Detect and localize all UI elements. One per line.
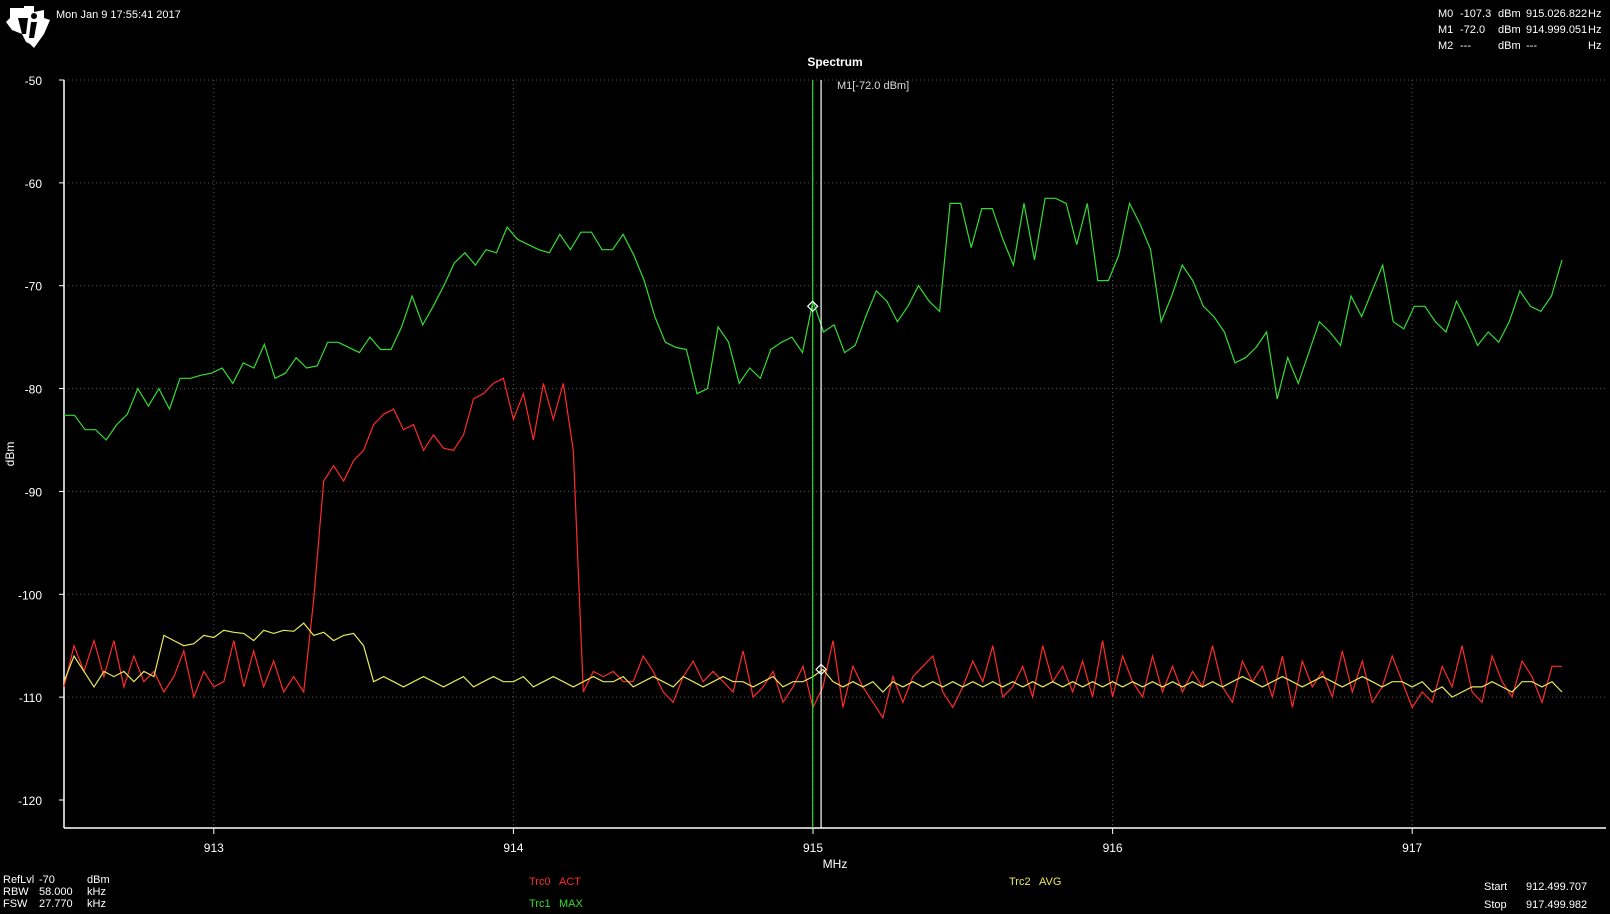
x-tick-label: 915 <box>803 841 823 855</box>
marker-frequency: 914.999.051 <box>1526 24 1588 36</box>
marker-value: -72.0 <box>1460 24 1486 36</box>
trace-name: Trc2 <box>1009 876 1031 888</box>
marker-layer <box>806 80 827 828</box>
marker-frequency: 915.026.822 <box>1526 8 1588 20</box>
setting-unit: dBm <box>87 874 110 886</box>
timestamp: Mon Jan 9 17:55:41 2017 <box>56 9 181 21</box>
marker-frequency: --- <box>1526 40 1537 52</box>
y-tick-labels: -50 -60 -70 -80 -90 -100 -110 -120 <box>18 74 64 808</box>
y-tick-label: -60 <box>25 177 43 191</box>
trace-name: Trc1 <box>529 898 551 910</box>
trace-label-trc2[interactable]: Trc2 AVG <box>1009 876 1061 888</box>
setting-unit: kHz <box>87 886 106 898</box>
x-tick-labels: 913 914 915 916 917 <box>204 828 1423 855</box>
setting-value: -70 <box>39 874 55 886</box>
trace-name: Trc0 <box>529 876 551 888</box>
sweep-start-value: 912.499.707 <box>1526 881 1588 893</box>
ti-logo <box>6 6 50 48</box>
sweep-stop-value: 917.499.982 <box>1526 899 1588 911</box>
trace-label-trc1[interactable]: Trc1 MAX <box>529 898 583 910</box>
marker-frequency-unit: Hz <box>1588 8 1602 20</box>
y-tick-label: -90 <box>25 485 43 499</box>
marker-value: -107.3 <box>1460 8 1492 20</box>
y-tick-label: -70 <box>25 280 43 294</box>
setting-unit: kHz <box>87 898 106 910</box>
marker-frequency-unit: Hz <box>1588 40 1602 52</box>
marker-name: M0 <box>1438 8 1454 20</box>
trace-mode: ACT <box>559 876 581 888</box>
marker-value: --- <box>1460 40 1471 52</box>
marker-unit: dBm <box>1498 8 1521 20</box>
marker-unit: dBm <box>1498 40 1521 52</box>
sweep-start-label: Start <box>1484 881 1508 893</box>
marker-name: M2 <box>1438 40 1454 52</box>
x-tick-label: 916 <box>1103 841 1123 855</box>
y-tick-label: -50 <box>25 74 43 88</box>
x-tick-label: 917 <box>1402 841 1422 855</box>
y-tick-label: -110 <box>19 691 42 705</box>
trace-mode: MAX <box>559 898 583 910</box>
setting-key: RBW <box>3 886 29 898</box>
chart-title: Spectrum <box>807 55 862 69</box>
y-tick-label: -80 <box>25 383 43 397</box>
grid <box>64 79 1606 828</box>
marker-unit: dBm <box>1498 24 1521 36</box>
trace-label-trc0[interactable]: Trc0 ACT <box>529 876 581 888</box>
marker-point-m0[interactable] <box>815 663 827 676</box>
marker-frequency-unit: Hz <box>1588 24 1602 36</box>
sweep-stop-label: Stop <box>1484 899 1507 911</box>
y-tick-label: -100 <box>18 588 42 602</box>
x-tick-label: 914 <box>503 841 523 855</box>
setting-value: 27.770 <box>39 898 73 910</box>
setting-key: RefLvl <box>3 874 35 886</box>
trace-mode: AVG <box>1039 876 1062 888</box>
y-axis-label: dBm <box>3 442 17 467</box>
x-axis-label: MHz <box>823 857 848 871</box>
x-tick-label: 913 <box>204 841 224 855</box>
y-tick-label: -120 <box>18 794 42 808</box>
marker-name: M1 <box>1438 24 1454 36</box>
setting-value: 58.000 <box>39 886 73 898</box>
setting-key: FSW <box>3 898 28 910</box>
marker-point-m1[interactable] <box>806 300 819 313</box>
marker-overlay-label: M1[-72.0 dBm] <box>837 80 909 92</box>
axes <box>63 80 1606 829</box>
